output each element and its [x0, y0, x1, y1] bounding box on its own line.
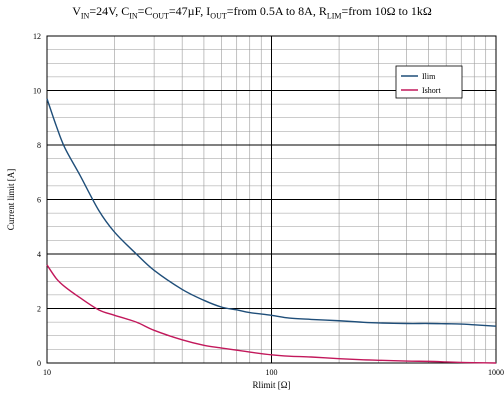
x-tick-label: 10: [43, 368, 51, 377]
title-text: =from 10Ω to 1kΩ: [341, 4, 432, 18]
y-tick-label: 6: [37, 196, 41, 205]
legend-label-ishort: Ishort: [422, 86, 441, 95]
title-text: =from 0.5A to 8A, R: [226, 4, 327, 18]
title-subscript: LIM: [326, 11, 342, 21]
title-subscript: IN: [80, 11, 90, 21]
title-text: =C: [137, 4, 153, 18]
y-axis-label: Current limit [A]: [6, 169, 16, 231]
x-tick-label: 100: [266, 368, 278, 377]
chart-title: VIN=24V, CIN=COUT=47µF, IOUT=from 0.5A t…: [0, 4, 504, 20]
title-subscript: OUT: [152, 11, 169, 21]
series-layer: [46, 98, 497, 364]
legend: Ilim Ishort: [395, 65, 463, 99]
y-tick-label: 0: [37, 359, 41, 368]
y-tick-label: 12: [33, 32, 41, 41]
title-subscript: OUT: [210, 11, 227, 21]
series-line-ishort: [46, 264, 497, 364]
plot-frame: [46, 35, 497, 364]
y-tick-label: 4: [37, 250, 41, 259]
title-text: =47µF, I: [168, 4, 211, 18]
series-line-ilim: [46, 98, 497, 327]
x-axis-label: Rlimit [Ω]: [253, 380, 291, 390]
tick-labels: 10 100 1000 0 2 4 6 8 10 12: [33, 32, 504, 377]
title-subscript: IN: [129, 11, 138, 21]
y-tick-label: 10: [33, 87, 41, 96]
x-tick-label: 1000: [488, 368, 504, 377]
y-tick-label: 8: [37, 141, 41, 150]
title-text: V: [72, 4, 81, 18]
legend-box: [395, 65, 463, 99]
legend-label-ilim: Ilim: [422, 72, 436, 81]
title-text: =24V, C: [89, 4, 130, 18]
y-tick-label: 2: [37, 305, 41, 314]
